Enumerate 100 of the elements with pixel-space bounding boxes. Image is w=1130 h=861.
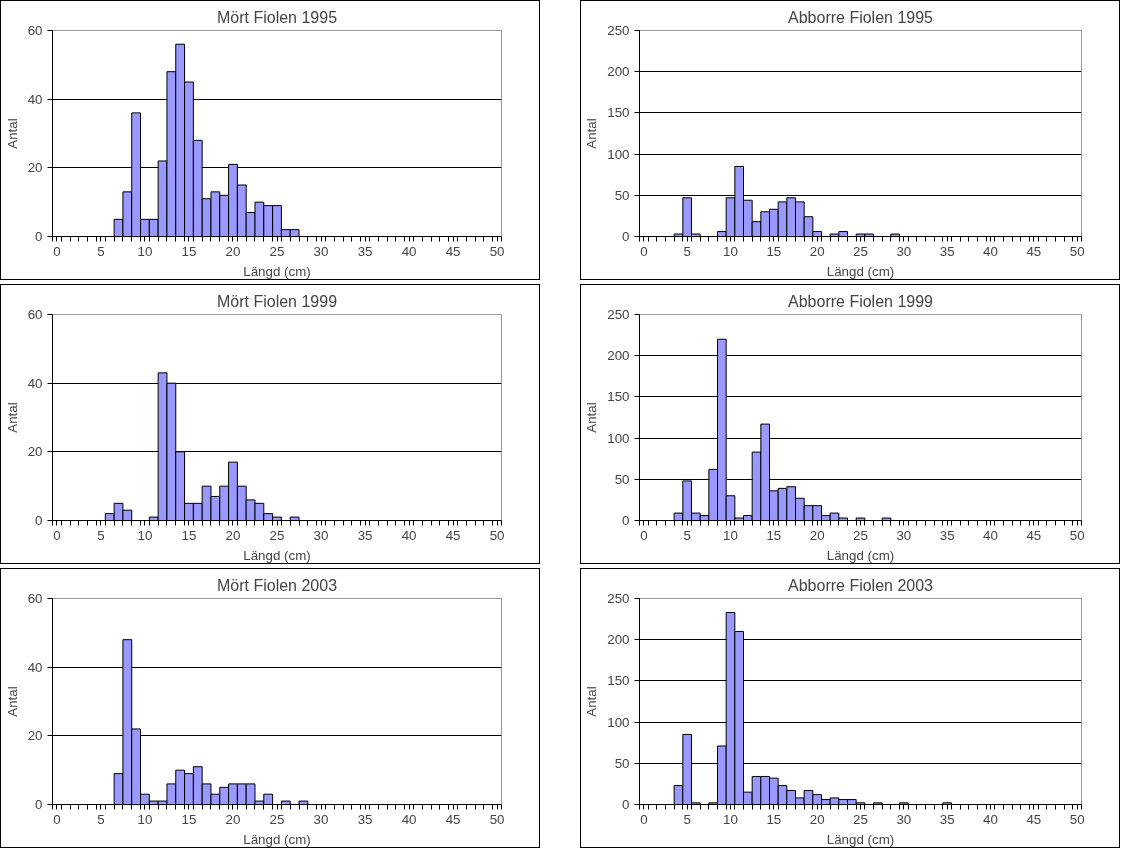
x-tick-label: 0 [640,243,648,259]
y-axis-title: Antal [584,118,600,149]
chart-title: Abborre Fiolen 1995 [788,8,934,26]
x-tick-label: 20 [225,243,241,259]
y-tick-label: 100 [607,146,630,162]
x-tick-label: 20 [225,527,241,543]
x-tick-label: 25 [269,811,285,827]
y-tick-label: 50 [614,187,630,203]
x-tick-label: 15 [766,243,782,259]
y-tick-label: 20 [27,160,43,176]
x-tick-label: 25 [853,243,868,259]
x-tick-label: 10 [137,811,153,827]
x-tick-label: 10 [723,811,738,827]
y-tick-label: 0 [35,513,43,528]
x-tick-label: 25 [853,811,868,827]
x-tick-label: 5 [683,527,691,543]
y-tick-label: 40 [27,91,43,107]
x-tick-label: 50 [1069,527,1085,543]
chart-title: Abborre Fiolen 1999 [788,292,934,310]
x-tick-label: 35 [939,243,955,259]
x-axis-title: Längd (cm) [826,831,895,847]
x-tick-label: 45 [445,811,461,827]
x-tick-label: 0 [53,527,61,543]
x-tick-label: 45 [445,527,461,543]
x-axis-title: Längd (cm) [826,263,895,279]
x-tick-label: 50 [489,243,505,259]
x-tick-label: 35 [357,527,373,543]
x-tick-label: 25 [853,527,868,543]
x-tick-label: 35 [357,811,373,827]
x-axis-title: Längd (cm) [243,263,311,279]
x-tick-label: 50 [489,527,505,543]
y-tick-label: 40 [27,375,43,391]
y-tick-label: 150 [607,673,630,689]
x-tick-label: 40 [983,243,998,259]
x-tick-label: 5 [97,811,105,827]
y-tick-label: 0 [622,229,630,244]
y-tick-label: 0 [35,229,43,244]
x-tick-label: 5 [97,243,105,259]
y-tick-label: 100 [607,714,630,730]
y-tick-label: 250 [607,591,630,606]
x-tick-label: 20 [225,811,241,827]
y-axis-title: Antal [4,402,20,433]
chart-title: Mört Fiolen 1995 [216,8,338,26]
y-tick-label: 150 [607,389,630,405]
x-tick-label: 45 [1026,811,1042,827]
x-tick-label: 40 [401,243,417,259]
x-tick-label: 5 [683,811,691,827]
y-tick-label: 50 [614,471,630,487]
x-tick-label: 35 [357,243,373,259]
x-tick-label: 45 [445,243,461,259]
y-tick-label: 40 [27,659,43,675]
x-tick-label: 20 [809,811,825,827]
y-tick-label: 0 [622,797,630,812]
y-tick-label: 200 [607,632,630,648]
x-tick-label: 30 [313,243,329,259]
y-tick-label: 200 [607,64,630,80]
chart-title: Mört Fiolen 1999 [216,292,338,310]
x-tick-label: 40 [401,811,417,827]
x-tick-label: 15 [181,243,197,259]
x-tick-label: 35 [939,527,955,543]
x-tick-label: 25 [269,527,285,543]
x-tick-label: 20 [809,527,825,543]
x-tick-label: 30 [896,811,912,827]
x-axis-title: Längd (cm) [243,547,311,563]
x-tick-label: 10 [137,527,153,543]
chart-title: Mört Fiolen 2003 [216,576,338,594]
y-axis-title: Antal [584,402,600,433]
x-tick-label: 30 [896,527,912,543]
y-tick-label: 20 [27,444,43,460]
x-tick-label: 15 [766,527,782,543]
x-tick-label: 40 [983,527,998,543]
x-tick-label: 20 [809,243,825,259]
x-axis-title: Längd (cm) [243,831,311,847]
x-axis-title: Längd (cm) [826,547,895,563]
y-tick-label: 60 [27,23,43,38]
x-tick-label: 30 [313,527,329,543]
x-tick-label: 0 [640,811,648,827]
y-axis-title: Antal [4,686,20,717]
x-tick-label: 50 [1069,811,1085,827]
y-tick-label: 100 [607,430,630,446]
x-tick-label: 30 [313,811,329,827]
x-tick-label: 25 [269,243,285,259]
x-tick-label: 5 [97,527,105,543]
x-tick-label: 10 [723,527,738,543]
x-tick-label: 10 [137,243,153,259]
x-tick-label: 50 [1069,243,1085,259]
y-axis-title: Antal [4,118,20,149]
x-tick-label: 15 [181,811,197,827]
x-tick-label: 5 [683,243,691,259]
x-tick-label: 30 [896,243,912,259]
x-tick-label: 0 [640,527,648,543]
x-tick-label: 10 [723,243,738,259]
chart-title: Abborre Fiolen 2003 [788,576,934,594]
y-tick-label: 60 [27,591,43,606]
x-tick-label: 45 [1026,243,1042,259]
x-tick-label: 45 [1026,527,1042,543]
y-axis-title: Antal [584,686,600,717]
x-tick-label: 15 [766,811,782,827]
x-tick-label: 40 [401,527,417,543]
y-tick-label: 250 [607,307,630,322]
